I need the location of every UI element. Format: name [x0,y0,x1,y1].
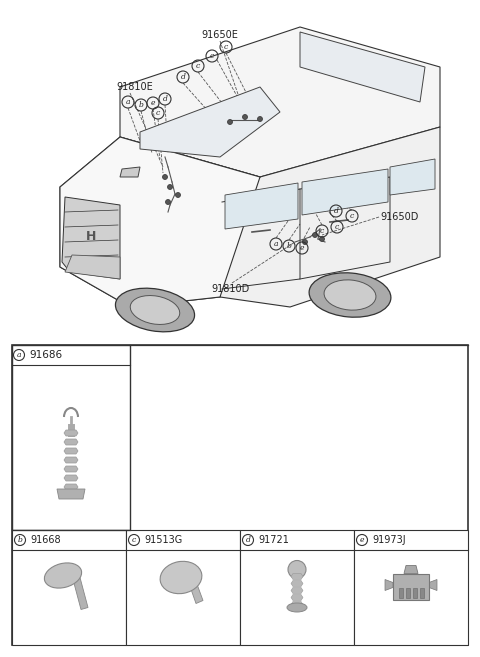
Polygon shape [189,581,203,604]
Ellipse shape [324,280,376,310]
Bar [406,587,410,597]
Polygon shape [225,183,298,229]
Polygon shape [291,587,303,593]
Circle shape [288,560,306,579]
Text: c: c [132,536,136,544]
Polygon shape [64,448,78,454]
Text: 91686: 91686 [29,350,62,360]
FancyBboxPatch shape [126,530,240,645]
Ellipse shape [309,273,391,317]
Text: c: c [210,52,214,60]
Circle shape [176,193,180,198]
Text: a: a [274,240,278,248]
Polygon shape [291,574,303,579]
Ellipse shape [115,288,194,332]
Ellipse shape [44,563,82,588]
Polygon shape [302,169,388,215]
Polygon shape [390,159,435,195]
Polygon shape [291,595,303,600]
Polygon shape [385,579,393,591]
Text: e: e [300,244,304,252]
Polygon shape [300,32,425,102]
FancyBboxPatch shape [12,345,468,645]
Text: 91668: 91668 [30,535,60,545]
Ellipse shape [160,561,202,594]
Polygon shape [429,579,437,591]
Ellipse shape [287,603,307,612]
Circle shape [302,240,308,244]
Text: c: c [320,227,324,235]
Polygon shape [60,137,260,307]
FancyBboxPatch shape [354,530,468,645]
Text: e: e [360,536,364,544]
Polygon shape [291,581,303,587]
Text: 91650D: 91650D [380,212,419,222]
Text: d: d [163,95,168,103]
Polygon shape [64,484,78,490]
Text: b: b [287,242,291,250]
Polygon shape [73,578,88,610]
Text: 91650E: 91650E [202,30,239,40]
Text: b: b [18,536,23,544]
Text: c: c [196,62,200,70]
Text: b: b [139,101,144,109]
Text: c: c [335,223,339,231]
Text: a: a [126,98,130,106]
Circle shape [166,200,170,204]
Polygon shape [404,566,418,574]
Polygon shape [291,602,303,608]
Bar [420,587,424,597]
Polygon shape [64,430,78,436]
Polygon shape [393,574,429,599]
Polygon shape [64,466,78,472]
Polygon shape [64,439,78,445]
Text: c: c [156,109,160,117]
Text: c: c [224,43,228,51]
Text: H: H [86,231,96,244]
Text: 91721: 91721 [258,535,289,545]
FancyBboxPatch shape [240,530,354,645]
Polygon shape [62,197,120,279]
Text: e: e [151,99,155,107]
Bar [399,587,403,597]
Text: 91513G: 91513G [144,535,182,545]
Polygon shape [140,87,280,157]
Circle shape [228,120,232,124]
Text: c: c [350,212,354,220]
Text: 91973J: 91973J [372,535,406,545]
Circle shape [312,233,317,237]
FancyBboxPatch shape [12,345,130,530]
Circle shape [320,237,324,242]
Bar [413,587,417,597]
Text: d: d [246,536,251,544]
Ellipse shape [130,296,180,325]
Polygon shape [64,475,78,481]
Polygon shape [60,137,260,307]
Polygon shape [220,127,440,307]
Circle shape [163,175,168,179]
Text: 91810E: 91810E [117,82,154,92]
Text: d: d [334,207,338,215]
Circle shape [242,114,248,120]
Polygon shape [120,27,440,177]
Polygon shape [64,457,78,463]
Circle shape [168,185,172,189]
Polygon shape [65,255,120,279]
FancyBboxPatch shape [12,530,126,645]
Text: a: a [17,351,21,359]
Text: d: d [180,73,185,81]
Text: 91810D: 91810D [211,284,249,294]
Polygon shape [57,489,85,499]
Polygon shape [120,167,140,177]
Circle shape [257,116,263,122]
